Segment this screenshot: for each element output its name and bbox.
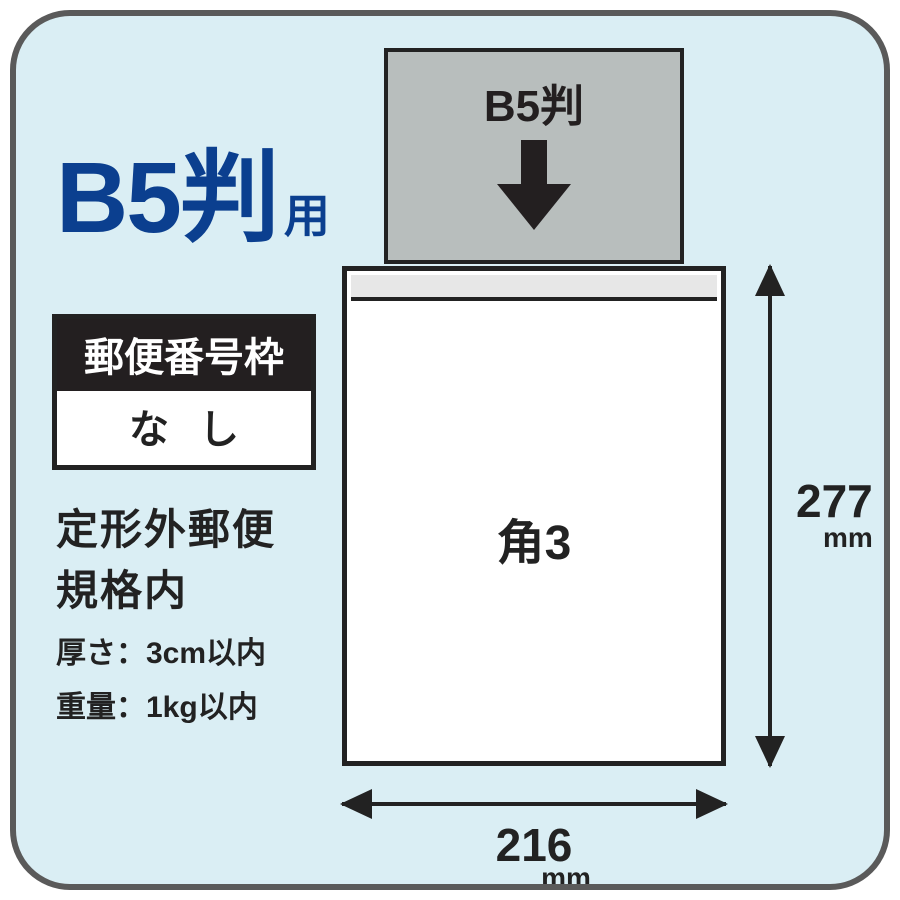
postal-header: 郵便番号枠 (57, 319, 311, 391)
down-arrow-icon (497, 140, 571, 230)
postal-spec: 定形外郵便 規格内 厚さ：3cm以内 重量：1kg以内 (56, 496, 276, 726)
arrow-up-icon (755, 264, 785, 296)
title: B5判 用 (56, 116, 330, 261)
arrow-right-icon (696, 789, 728, 819)
spec-thickness: 厚さ：3cm以内 (56, 628, 276, 672)
title-main: B5判 (56, 116, 278, 261)
title-sub: 用 (284, 180, 330, 246)
envelope-label: 角3 (347, 503, 721, 573)
spec-line2: 規格内 (56, 557, 276, 618)
dim-h-line (768, 266, 772, 766)
sheet-label: B5判 (388, 70, 680, 134)
dim-w-line (342, 802, 726, 806)
arrow-down-icon (755, 736, 785, 768)
dim-width-unit-wrap: mm (342, 862, 726, 890)
spec-weight: 重量：1kg以内 (56, 682, 276, 726)
spec-line1: 定形外郵便 (56, 496, 276, 557)
envelope-flap (351, 275, 717, 301)
dim-height-number: 277 (796, 475, 873, 527)
envelope: 角3 (342, 266, 726, 766)
dimension-width: 216 mm (342, 780, 726, 890)
dimension-height: 277 mm (746, 266, 886, 766)
postal-value: なし (57, 391, 311, 465)
spec-card: B5判 用 郵便番号枠 なし 定形外郵便 規格内 厚さ：3cm以内 重量：1kg… (10, 10, 890, 890)
arrow-left-icon (340, 789, 372, 819)
dim-width-unit: mm (541, 862, 591, 890)
dim-height-value: 277 mm (796, 474, 873, 554)
postal-frame-box: 郵便番号枠 なし (52, 314, 316, 470)
b5-sheet: B5判 (384, 48, 684, 264)
